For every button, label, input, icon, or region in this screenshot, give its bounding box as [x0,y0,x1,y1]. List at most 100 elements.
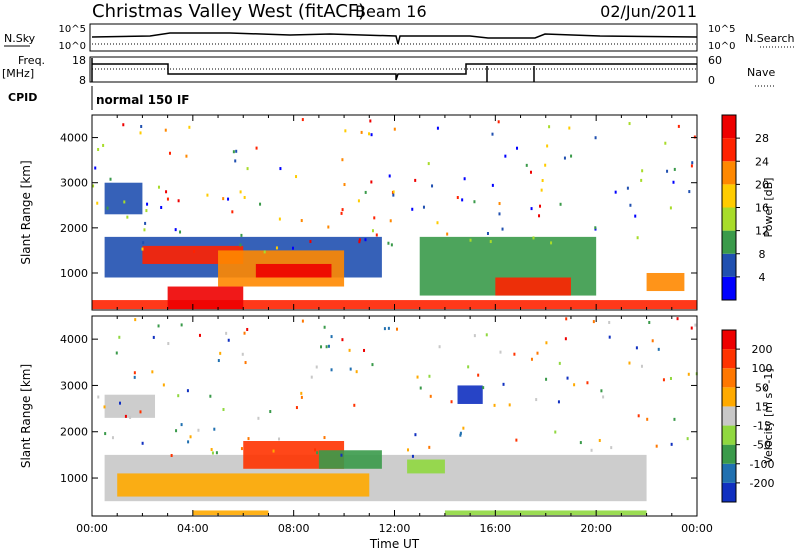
power-echo-point [234,159,237,163]
power-echo-point [259,202,262,206]
velocity-echo-point [315,365,318,369]
velocity-echo-point [459,433,462,437]
velocity-echo-point [598,438,601,442]
y-tick-label: 4000 [60,132,88,145]
velocity-echo-point [119,401,122,405]
power-echo-point [292,246,295,250]
power-echo-point [358,240,361,244]
power-echo-point [390,243,393,247]
velocity-colorbar-swatch [722,425,736,445]
power-echo-point [469,238,472,242]
velocity-echo-point [530,357,533,361]
velocity-echo-point [592,320,595,324]
power-echo-point [389,219,392,223]
velocity-echo-point [558,361,561,365]
velocity-data-region [192,510,269,516]
power-colorbar-label: Power [dB] [762,178,775,238]
power-echo-point [160,205,163,209]
velocity-echo-point [210,448,213,452]
cpid-label: CPID [8,91,37,104]
power-echo-point [629,203,632,207]
colorbar-tick-label: 24 [755,155,769,168]
velocity-echo-point [579,441,582,445]
power-echo-point [369,119,372,123]
count-tick-high-left: 10^5 [59,24,86,35]
power-echo-point [491,132,494,136]
velocity-data-region [444,510,647,516]
colorbar-tick-label: 200 [752,343,773,356]
power-echo-point [165,190,168,194]
power-echo-point [427,162,430,166]
nsky-panel [89,23,698,52]
x-tick-label: 16:00 [479,522,511,535]
power-echo-point [559,202,562,206]
power-panel: 1000 2000 3000 4000 Slant Range [km] 4 8 12 16 20… [19,114,775,311]
freq-panel [89,56,698,83]
velocity-data-region [117,473,370,497]
y-tick-label: 2000 [60,426,88,439]
power-echo-point [231,210,234,214]
nsearch-label: N.Search [745,32,795,45]
velocity-echo-point [167,342,170,346]
velocity-colorbar-swatch [722,330,736,350]
velocity-echo-point [640,364,643,368]
power-echo-point [672,180,675,184]
power-data-region [104,182,143,215]
power-echo-point [690,164,693,168]
velocity-data-region [318,450,382,469]
velocity-echo-point [316,451,319,455]
velocity-echo-point [545,377,548,381]
velocity-echo-point [244,361,247,365]
velocity-echo-point [628,361,631,365]
power-echo-point [370,133,373,137]
velocity-echo-point [186,389,189,393]
power-echo-point [143,228,146,232]
velocity-echo-point [565,317,568,321]
power-echo-point [123,200,126,204]
velocity-echo-point [407,448,410,452]
velocity-echo-point [566,376,569,380]
velocity-echo-point [467,365,470,369]
power-echo-point [122,123,125,127]
power-echo-point [446,232,449,236]
power-echo-point [295,175,298,179]
title: Christmas Valley West (fitACF) [92,1,365,22]
power-echo-point [544,163,547,167]
velocity-colorbar-swatch [722,368,736,388]
power-echo-point [239,190,242,194]
power-echo-point [341,208,344,212]
power-echo-point [463,177,466,181]
power-echo-point [634,214,637,218]
power-echo-point [431,184,434,188]
power-echo-point [126,215,129,219]
power-echo-point [235,149,238,153]
velocity-echo-point [124,414,127,418]
power-echo-point [360,130,363,134]
velocity-echo-point [535,398,538,402]
velocity-echo-point [564,337,567,341]
velocity-colorbar-swatch [722,444,736,464]
velocity-echo-point [694,323,697,327]
cpid-value: normal 150 IF [96,93,190,107]
power-echo-point [594,226,597,230]
velocity-echo-point [363,348,366,352]
power-echo-point [146,202,149,206]
colorbar-tick-label: -100 [750,458,775,471]
velocity-echo-point [662,378,665,382]
y-tick-label: 4000 [60,333,88,346]
velocity-x-axis-label: Time UT [369,537,420,551]
velocity-echo-point [134,318,137,322]
power-echo-point [688,190,691,194]
velocity-echo-point [320,345,323,349]
velocity-echo-point [157,324,160,328]
power-y-axis-label: Slant Range [km] [19,160,33,264]
velocity-echo-point [118,335,121,339]
power-echo-point [568,126,571,130]
velocity-echo-point [608,335,611,339]
power-echo-point [239,243,242,247]
velocity-echo-point [485,333,488,337]
velocity-echo-point [330,335,333,339]
velocity-echo-point [103,405,106,409]
power-echo-point [456,196,459,200]
power-echo-point [550,241,553,245]
